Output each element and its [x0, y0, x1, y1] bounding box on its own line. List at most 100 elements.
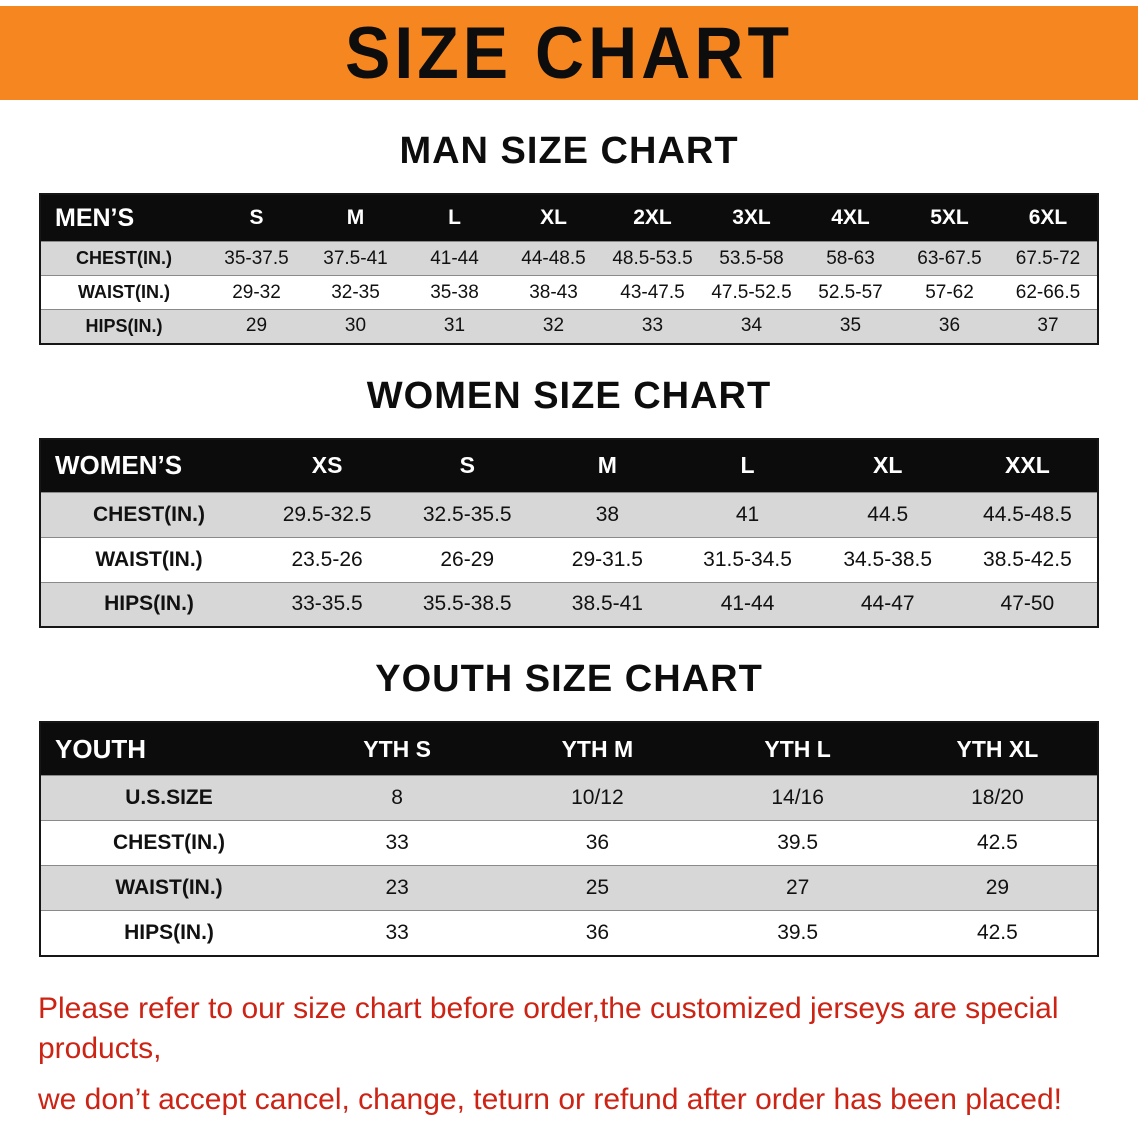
data-cell: 36: [938, 315, 961, 337]
size-header-cell: XL: [504, 194, 603, 242]
table-row: HIPS(IN.) 33 36 39.5 42.5: [40, 910, 1098, 956]
data-cell: 31: [443, 315, 466, 337]
youth-size-table: YOUTH YTH S YTH M YTH L YTH XL U.S.SIZE 8 10/12…: [39, 721, 1099, 957]
data-cell: 62-66.5: [1015, 281, 1081, 303]
page-title: SIZE CHART: [345, 11, 793, 95]
table-row: HIPS(IN.) 29 30 31 32 33 34 35 36 37: [40, 309, 1098, 344]
data-cell: 34: [740, 315, 763, 337]
data-cell: 52.5-57: [818, 281, 883, 303]
table-header-row: MEN’S S M L XL 2XL 3XL 4XL 5XL 6XL: [40, 194, 1098, 242]
data-cell: 26-29: [440, 547, 495, 571]
table-row: WAIST(IN.) 23.5-26 26-29 29-31.5 31.5-34.5 34…: [40, 537, 1098, 582]
size-header-cell: S: [397, 438, 538, 492]
data-cell: 8: [391, 786, 403, 809]
data-cell: 39.5: [777, 831, 819, 854]
size-header-cell: YTH L: [697, 722, 898, 776]
table-title-cell: WOMEN’S: [40, 438, 257, 492]
data-cell: 33-35.5: [291, 592, 363, 616]
data-cell: 29.5-32.5: [282, 502, 372, 526]
table-header-row: WOMEN’S XS S M L XL XXL: [40, 438, 1098, 492]
men-size-section: MAN SIZE CHART MEN’S S M L XL 2XL 3XL 4XL 5XL 6XL…: [0, 130, 1138, 345]
data-cell: 44-47: [860, 592, 915, 616]
size-header-cell: YTH M: [497, 722, 698, 776]
row-label: HIPS(IN.): [85, 315, 163, 336]
men-section-heading: MAN SIZE CHART: [399, 130, 739, 172]
row-label: WAIST(IN.): [115, 876, 223, 899]
data-cell: 41: [735, 502, 760, 526]
disclaimer-note: Please refer to our size chart before or…: [38, 989, 1100, 1121]
data-cell: 44-48.5: [521, 247, 586, 269]
data-cell: 38-43: [529, 281, 578, 303]
data-cell: 29: [985, 876, 1010, 899]
data-cell: 41-44: [720, 592, 775, 616]
data-cell: 23: [385, 876, 409, 899]
data-cell: 39.5: [777, 920, 819, 944]
size-header-cell: XXL: [957, 438, 1098, 492]
size-header-cell: YTH XL: [897, 722, 1098, 776]
data-cell: 29-31.5: [571, 547, 643, 571]
row-label: CHEST(IN.): [113, 831, 225, 854]
data-cell: 32-35: [331, 281, 380, 303]
data-cell: 32: [542, 315, 565, 337]
size-header-cell: YTH S: [297, 722, 498, 776]
data-cell: 58-63: [826, 247, 875, 269]
data-cell: 42.5: [976, 831, 1018, 854]
size-header-cell: 2XL: [603, 194, 702, 242]
data-cell: 27: [785, 876, 810, 899]
size-header-cell: 6XL: [999, 194, 1098, 242]
size-header-cell: M: [537, 438, 678, 492]
data-cell: 31.5-34.5: [703, 547, 792, 571]
table-row: CHEST(IN.) 29.5-32.5 32.5-35.5 38 41 44.5 44.5…: [40, 492, 1098, 537]
data-cell: 43-47.5: [620, 281, 685, 303]
data-cell: 48.5-53.5: [612, 247, 693, 269]
youth-section-heading: YOUTH SIZE CHART: [375, 658, 763, 700]
table-row: CHEST(IN.) 33 36 39.5 42.5: [40, 820, 1098, 866]
data-cell: 38.5-42.5: [983, 547, 1072, 571]
table-row: WAIST(IN.) 23 25 27 29: [40, 865, 1098, 911]
disclaimer-line-1: Please refer to our size chart before or…: [38, 991, 1059, 1066]
data-cell: 44.5: [867, 502, 909, 526]
data-cell: 29-32: [232, 281, 281, 303]
data-cell: 30: [344, 315, 367, 337]
data-cell: 18/20: [971, 786, 1024, 809]
size-header-cell: S: [207, 194, 306, 242]
data-cell: 37: [1037, 315, 1059, 337]
data-cell: 38: [595, 502, 620, 526]
data-cell: 35-37.5: [224, 247, 289, 269]
men-size-table: MEN’S S M L XL 2XL 3XL 4XL 5XL 6XL CHEST(IN.) 35-37…: [39, 193, 1099, 345]
size-header-cell: 5XL: [900, 194, 999, 242]
table-header-row: YOUTH YTH S YTH M YTH L YTH XL: [40, 722, 1098, 776]
table-row: U.S.SIZE 8 10/12 14/16 18/20: [40, 775, 1098, 821]
data-cell: 47-50: [1000, 592, 1055, 616]
data-cell: 33: [641, 315, 664, 337]
data-cell: 44.5-48.5: [983, 502, 1072, 526]
data-cell: 35-38: [430, 281, 479, 303]
table-title-cell: YOUTH: [40, 722, 297, 776]
data-cell: 32.5-35.5: [422, 502, 512, 526]
table-row: HIPS(IN.) 33-35.5 35.5-38.5 38.5-41 41-44 44-…: [40, 582, 1098, 627]
women-size-table: WOMEN’S XS S M L XL XXL CHEST(IN.) 29.5-32.5 32.5…: [39, 437, 1099, 628]
data-cell: 34.5-38.5: [843, 547, 933, 571]
youth-size-section: YOUTH SIZE CHART YOUTH YTH S YTH M YTH L YTH…: [0, 658, 1138, 957]
size-header-cell: L: [677, 438, 818, 492]
data-cell: 29: [245, 315, 268, 337]
data-cell: 25: [585, 876, 610, 899]
data-cell: 33: [385, 831, 409, 854]
size-chart-banner: SIZE CHART: [0, 6, 1138, 100]
row-label: HIPS(IN.): [104, 592, 194, 616]
size-header-cell: 3XL: [702, 194, 801, 242]
size-header-cell: XL: [817, 438, 958, 492]
data-cell: 14/16: [771, 786, 824, 809]
row-label: WAIST(IN.): [95, 547, 203, 571]
data-cell: 53.5-58: [719, 247, 784, 269]
data-cell: 37.5-41: [323, 247, 388, 269]
data-cell: 41-44: [430, 247, 479, 269]
data-cell: 57-62: [925, 281, 974, 303]
data-cell: 38.5-41: [571, 592, 643, 616]
women-section-heading: WOMEN SIZE CHART: [366, 374, 772, 417]
data-cell: 42.5: [976, 920, 1018, 944]
women-size-section: WOMEN SIZE CHART WOMEN’S XS S M L XL XXL CHEST(…: [0, 374, 1138, 628]
data-cell: 35.5-38.5: [422, 592, 512, 616]
row-label: CHEST(IN.): [76, 248, 172, 268]
table-title-cell: MEN’S: [40, 194, 207, 242]
